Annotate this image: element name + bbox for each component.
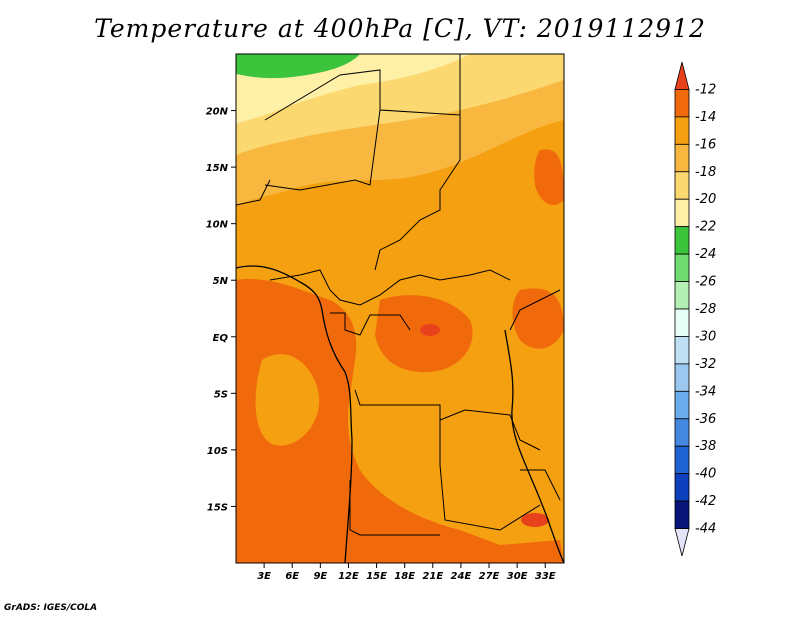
y-tick-label: EQ xyxy=(213,333,229,344)
x-tick-label: 24E xyxy=(451,571,472,582)
x-axis: 3E 6E 9E 12E 15E 18E 21E 24E 27E 30E 33E xyxy=(257,563,556,582)
colorbar-label: -30 xyxy=(695,329,716,344)
x-tick-label: 21E xyxy=(422,571,443,582)
colorbar-label: -44 xyxy=(695,522,716,537)
colorbar-label: -40 xyxy=(695,467,716,482)
x-tick-label: 27E xyxy=(479,571,500,582)
colorbar-label: -20 xyxy=(695,192,716,207)
region-minus12-spot-1 xyxy=(420,324,440,336)
region-minus14-east xyxy=(512,288,564,349)
country-borders xyxy=(236,54,561,536)
x-tick-label: 15E xyxy=(366,571,387,582)
colorbar-label: -22 xyxy=(695,220,716,235)
x-tick-label: 9E xyxy=(313,571,327,582)
colorbar-label: -16 xyxy=(695,137,716,152)
colorbar-segment xyxy=(674,116,690,145)
x-tick-label: 12E xyxy=(338,571,359,582)
x-tick-label: 3E xyxy=(257,571,271,582)
colorbar-label: -34 xyxy=(695,384,716,399)
colorbar-segment xyxy=(674,171,690,200)
x-tick-label: 30E xyxy=(507,571,528,582)
colorbar-segment xyxy=(674,528,690,557)
colorbar-segment xyxy=(674,89,690,118)
chart-title: Temperature at 400hPa [C], VT: 201911291… xyxy=(94,14,706,43)
credit-text: GrADS: IGES/COLA xyxy=(4,603,98,613)
region-minus14-southwest xyxy=(236,279,564,563)
colorbar-segment xyxy=(674,253,690,282)
colorbar-label: -12 xyxy=(695,82,716,97)
colorbar-label: -18 xyxy=(695,165,716,180)
x-tick-label: 18E xyxy=(394,571,415,582)
colorbar-segment xyxy=(674,198,690,228)
colorbar-label: -36 xyxy=(695,412,716,427)
colorbar-segment xyxy=(674,308,690,337)
region-minus12-spot-2 xyxy=(521,513,549,527)
y-tick-label: 15S xyxy=(207,502,228,513)
colorbar: -12 -14 -16 -18 -20 -22 -24 -26 -28 -30 -32 -34 -36 -… xyxy=(674,61,716,557)
colorbar-label: -32 xyxy=(695,357,716,372)
map-field xyxy=(236,54,564,563)
colorbar-segment xyxy=(674,336,690,365)
colorbar-segment xyxy=(674,143,690,173)
colorbar-segment xyxy=(674,363,690,392)
map-frame xyxy=(235,53,565,564)
colorbar-segment xyxy=(674,418,690,447)
y-tick-label: 5S xyxy=(214,389,228,400)
colorbar-segment xyxy=(674,226,690,255)
y-axis: 20N 15N 10N 5N EQ 5S 10S 15S xyxy=(206,107,236,513)
colorbar-label: -14 xyxy=(695,110,716,125)
region-minus16-island xyxy=(255,354,320,446)
colorbar-label: -24 xyxy=(695,247,716,262)
colorbar-label: -28 xyxy=(695,302,716,317)
y-tick-label: 20N xyxy=(206,107,229,118)
coastlines xyxy=(236,265,564,563)
x-tick-label: 33E xyxy=(535,571,556,582)
y-tick-label: 5N xyxy=(213,276,229,287)
y-tick-label: 10N xyxy=(206,220,229,231)
colorbar-label: -38 xyxy=(695,439,716,454)
colorbar-segment xyxy=(674,281,690,310)
colorbar-segment xyxy=(674,390,690,420)
colorbar-label: -26 xyxy=(695,275,716,290)
region-minus24 xyxy=(236,54,360,79)
colorbar-segment xyxy=(674,473,690,502)
y-tick-label: 15N xyxy=(206,163,229,174)
x-tick-label: 6E xyxy=(285,571,299,582)
colorbar-segment xyxy=(674,500,690,529)
colorbar-segment xyxy=(674,445,690,475)
colorbar-label: -42 xyxy=(695,494,716,509)
colorbar-segment xyxy=(674,61,690,90)
region-minus14-northeast xyxy=(534,149,564,205)
y-tick-label: 10S xyxy=(207,446,228,457)
